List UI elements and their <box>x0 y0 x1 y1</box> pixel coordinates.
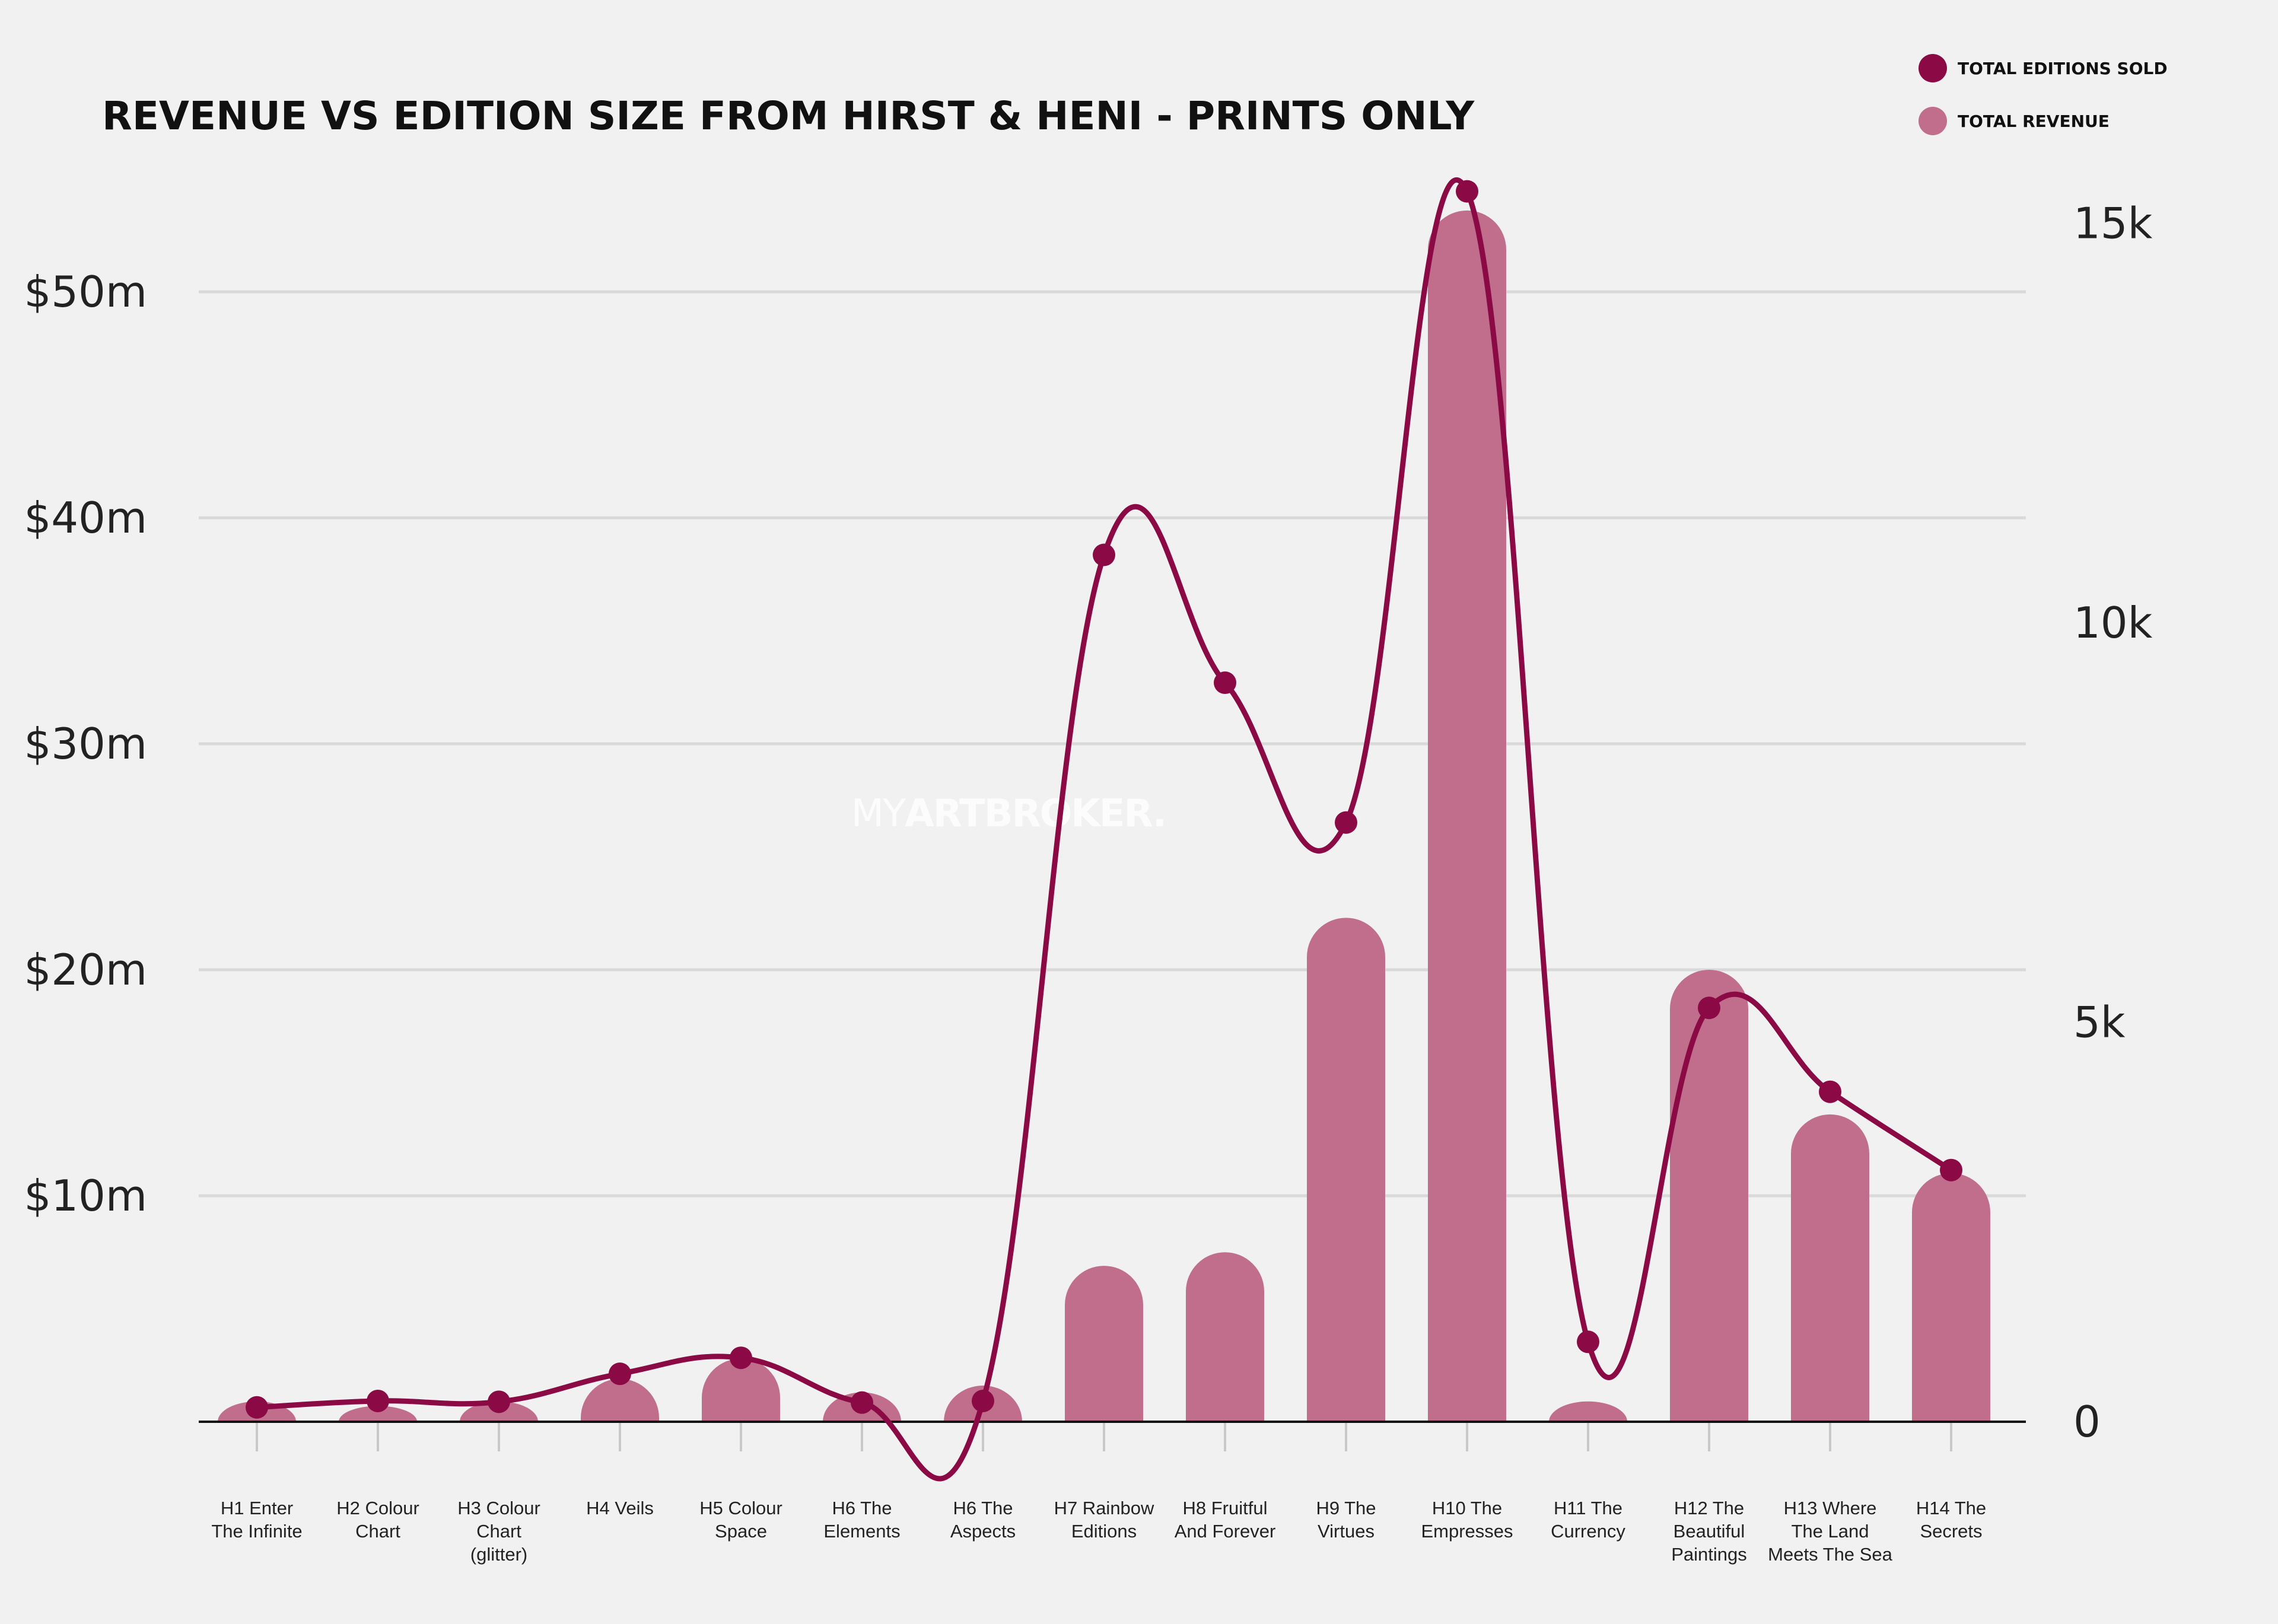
editions-point <box>367 1389 389 1412</box>
revenue-bar <box>1912 1173 1990 1422</box>
legend-marker-editions <box>1919 54 1947 82</box>
gridlines <box>199 290 2026 1198</box>
editions-point <box>1456 180 1478 203</box>
x-tick-label: H14 The Secrets <box>1916 1498 1986 1542</box>
revenue-bar <box>1670 970 1748 1422</box>
x-tick-label: H12 The Beautiful Paintings <box>1671 1498 1747 1565</box>
x-tick-label: H10 The Empresses <box>1421 1498 1513 1542</box>
editions-point <box>730 1346 752 1370</box>
editions-point <box>1577 1330 1599 1354</box>
x-tick-label: H6 The Aspects <box>950 1498 1016 1542</box>
x-tick-label: H11 The Currency <box>1551 1498 1625 1542</box>
revenue-bar <box>339 1406 417 1422</box>
revenue-bar <box>702 1358 780 1422</box>
x-tick-label: H3 Colour Chart (glitter) <box>457 1498 540 1565</box>
editions-point <box>972 1389 994 1412</box>
revenue-bar <box>1791 1114 1869 1422</box>
x-tick-label: H1 Enter The Infinite <box>211 1498 302 1542</box>
y-left-tick-label: $10m <box>24 1171 147 1221</box>
editions-point <box>1335 811 1357 834</box>
revenue-bar <box>1428 210 1506 1422</box>
revenue-bar <box>581 1378 659 1422</box>
x-tick-label: H13 Where The Land Meets The Sea <box>1768 1498 1892 1565</box>
revenue-bar <box>1307 918 1385 1422</box>
x-tick-label: H7 Rainbow Editions <box>1054 1498 1154 1542</box>
y-left-tick-label: $20m <box>24 945 147 995</box>
legend-label-editions: TOTAL EDITIONS SOLD <box>1958 59 2168 78</box>
y-axis-right: 0 5k 10k 15k <box>2073 199 2153 1447</box>
watermark: MYARTBROKER. <box>851 792 1166 836</box>
editions-point <box>1093 543 1115 566</box>
y-axis-left: $10m $20m $30m $40m $50m <box>24 267 147 1221</box>
revenue-bars <box>218 210 1990 1422</box>
y-right-tick-label: 5k <box>2073 998 2126 1047</box>
editions-line <box>256 177 1953 1482</box>
x-tick-label: H2 Colour Chart <box>336 1498 419 1542</box>
legend-label-revenue: TOTAL REVENUE <box>1958 112 2110 131</box>
legend: TOTAL EDITIONS SOLD TOTAL REVENUE <box>1919 54 2168 135</box>
editions-point <box>851 1391 873 1414</box>
y-left-tick-label: $30m <box>24 719 147 769</box>
y-left-tick-label: $50m <box>24 267 147 317</box>
y-left-tick-label: $40m <box>24 493 147 543</box>
y-right-tick-label: 10k <box>2073 598 2153 648</box>
x-tick-label: H9 The Virtues <box>1316 1498 1376 1542</box>
revenue-bar <box>1186 1252 1264 1422</box>
legend-marker-revenue <box>1919 107 1947 135</box>
chart-title: REVENUE VS EDITION SIZE FROM HIRST & HEN… <box>102 93 1475 139</box>
editions-point <box>1819 1080 1841 1103</box>
editions-point <box>609 1362 631 1386</box>
editions-points <box>246 180 1962 1419</box>
editions-point <box>1940 1158 1962 1182</box>
x-axis-labels: H1 Enter The Infinite H2 Colour Chart H3 Col… <box>211 1498 1986 1565</box>
x-tick-label: H4 Veils <box>586 1498 654 1518</box>
editions-point <box>1698 996 1720 1020</box>
x-tick-label: H5 Colour Space <box>699 1498 782 1542</box>
editions-point <box>246 1396 268 1419</box>
x-tick-label: H8 Fruitful And Forever <box>1175 1498 1276 1542</box>
y-right-tick-label: 0 <box>2073 1397 2101 1447</box>
x-axis-ticks <box>256 1423 1952 1451</box>
y-right-tick-label: 15k <box>2073 199 2153 249</box>
x-tick-label: H6 The Elements <box>823 1498 900 1542</box>
editions-point <box>1214 671 1236 695</box>
revenue-bar <box>1549 1401 1627 1422</box>
editions-point <box>488 1390 510 1413</box>
revenue-bar <box>1065 1266 1143 1422</box>
